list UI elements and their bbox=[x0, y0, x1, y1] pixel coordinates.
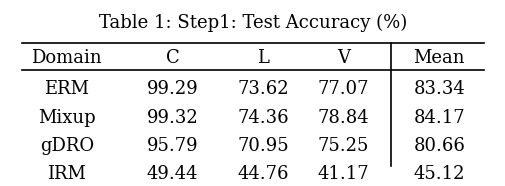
Text: 45.12: 45.12 bbox=[413, 165, 464, 183]
Text: 95.79: 95.79 bbox=[146, 137, 198, 155]
Text: 74.36: 74.36 bbox=[237, 109, 288, 127]
Text: V: V bbox=[336, 49, 349, 68]
Text: 73.62: 73.62 bbox=[237, 80, 288, 98]
Text: 44.76: 44.76 bbox=[237, 165, 288, 183]
Text: 84.17: 84.17 bbox=[413, 109, 464, 127]
Text: 83.34: 83.34 bbox=[413, 80, 464, 98]
Text: Domain: Domain bbox=[31, 49, 102, 68]
Text: 99.29: 99.29 bbox=[146, 80, 198, 98]
Text: Mean: Mean bbox=[413, 49, 464, 68]
Text: IRM: IRM bbox=[47, 165, 86, 183]
Text: 70.95: 70.95 bbox=[237, 137, 288, 155]
Text: ERM: ERM bbox=[44, 80, 89, 98]
Text: 80.66: 80.66 bbox=[413, 137, 464, 155]
Text: gDRO: gDRO bbox=[40, 137, 94, 155]
Text: Mixup: Mixup bbox=[38, 109, 95, 127]
Text: 77.07: 77.07 bbox=[317, 80, 369, 98]
Text: C: C bbox=[165, 49, 179, 68]
Text: 75.25: 75.25 bbox=[317, 137, 369, 155]
Text: 49.44: 49.44 bbox=[146, 165, 198, 183]
Text: Table 1: Step1: Test Accuracy (%): Table 1: Step1: Test Accuracy (%) bbox=[98, 13, 407, 32]
Text: 99.32: 99.32 bbox=[146, 109, 198, 127]
Text: 78.84: 78.84 bbox=[317, 109, 369, 127]
Text: 41.17: 41.17 bbox=[317, 165, 369, 183]
Text: L: L bbox=[257, 49, 269, 68]
